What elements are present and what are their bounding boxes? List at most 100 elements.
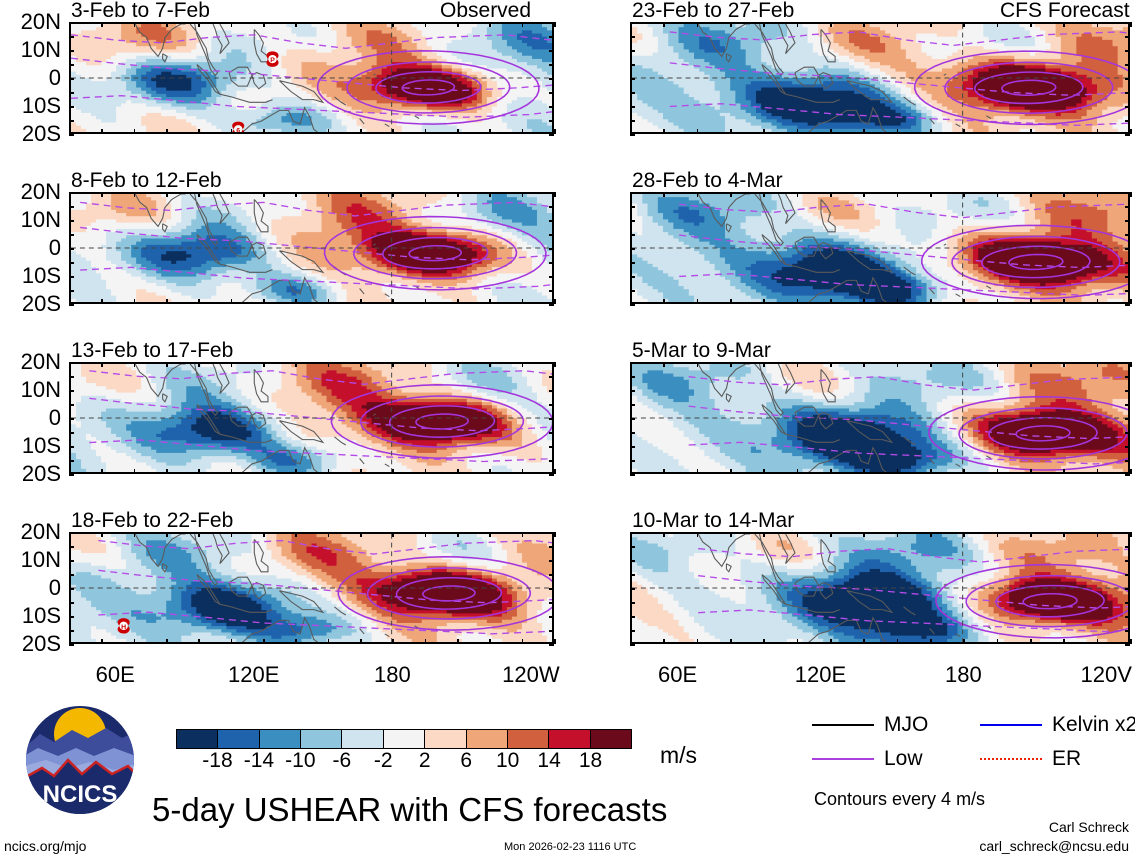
axis-tick <box>630 192 632 197</box>
axis-tick <box>963 532 965 537</box>
axis-tick <box>1125 474 1130 476</box>
axis-tick <box>101 469 103 474</box>
axis-tick <box>69 220 74 222</box>
axis-tick <box>1030 22 1032 27</box>
axis-tick <box>1125 460 1130 462</box>
axis-tick <box>327 129 330 134</box>
axis-tick <box>166 299 168 304</box>
map-panel: H <box>69 532 554 644</box>
axis-tick <box>796 299 799 304</box>
map-shading: P6 <box>71 24 552 132</box>
colorbar-tick-label: -14 <box>244 750 274 771</box>
axis-tick <box>963 192 965 197</box>
axis-tick <box>69 120 74 122</box>
map-panel <box>630 532 1130 644</box>
axis-tick <box>295 129 297 134</box>
axis-tick <box>630 290 635 292</box>
colorbar-swatch <box>383 730 426 748</box>
axis-tick <box>1125 376 1130 378</box>
axis-tick <box>549 390 554 392</box>
axis-tick <box>69 469 71 474</box>
axis-tick <box>763 469 765 474</box>
axis-tick <box>696 532 699 537</box>
axis-tick <box>1063 469 1065 474</box>
axis-tick <box>521 362 524 367</box>
map-shading <box>632 364 1128 472</box>
colorbar-swatch <box>507 730 550 748</box>
axis-tick <box>1125 362 1130 364</box>
axis-tick <box>963 299 965 304</box>
legend-line-swatch <box>812 758 874 760</box>
axis-tick <box>1096 299 1099 304</box>
axis-tick <box>295 532 297 537</box>
axis-tick <box>630 630 635 632</box>
axis-tick <box>549 574 554 576</box>
axis-tick <box>489 362 491 367</box>
colorbar-tick-label: 18 <box>579 750 602 771</box>
axis-tick <box>630 390 635 392</box>
axis-tick <box>549 376 554 378</box>
svg-text:6: 6 <box>236 127 240 132</box>
axis-tick <box>101 532 103 537</box>
axis-tick <box>1063 192 1065 197</box>
axis-tick <box>230 129 233 134</box>
y-axis-tick-label: 20S <box>0 463 61 485</box>
axis-tick <box>549 602 554 604</box>
axis-tick <box>1130 129 1132 134</box>
axis-tick <box>996 129 999 134</box>
axis-tick <box>360 639 362 644</box>
axis-tick <box>198 22 200 27</box>
axis-tick <box>198 192 200 197</box>
colorbar-tick-label: 14 <box>537 750 560 771</box>
axis-tick <box>896 532 899 537</box>
colorbar-swatch <box>590 730 631 748</box>
axis-tick <box>630 546 635 548</box>
y-axis-tick-label: 20S <box>0 123 61 145</box>
axis-tick <box>198 129 200 134</box>
axis-tick <box>630 22 635 24</box>
axis-tick <box>863 192 865 197</box>
axis-tick <box>69 574 74 576</box>
panel-title: 23-Feb to 27-Feb <box>632 0 794 21</box>
contour-legend: MJO Kelvin x2 Low ER <box>812 712 1135 776</box>
axis-tick <box>69 460 74 462</box>
axis-tick <box>896 362 899 367</box>
y-axis-tick-label: 10S <box>0 265 61 287</box>
axis-tick <box>327 469 330 474</box>
axis-tick <box>327 532 330 537</box>
column-kind-label: CFS Forecast <box>1000 0 1130 21</box>
axis-tick <box>457 532 459 537</box>
axis-tick <box>549 234 554 236</box>
contour-interval-note: Contours every 4 m/s <box>814 789 985 810</box>
axis-tick <box>763 639 765 644</box>
axis-tick <box>963 362 965 367</box>
colorbar-swatch <box>466 730 508 748</box>
axis-tick <box>69 644 74 646</box>
axis-tick <box>1125 92 1130 94</box>
axis-tick <box>424 299 427 304</box>
axis-tick <box>663 469 665 474</box>
axis-tick <box>996 532 999 537</box>
axis-tick <box>830 22 832 27</box>
axis-tick <box>69 206 74 208</box>
axis-tick <box>295 22 297 27</box>
axis-tick <box>101 639 103 644</box>
axis-tick <box>1030 129 1032 134</box>
axis-tick <box>554 192 556 197</box>
axis-tick <box>549 432 554 434</box>
axis-tick <box>457 22 459 27</box>
axis-tick <box>549 616 554 618</box>
axis-tick <box>69 532 74 534</box>
axis-tick <box>69 129 71 134</box>
axis-tick <box>360 532 362 537</box>
map-shading <box>632 534 1128 642</box>
axis-tick <box>133 129 136 134</box>
axis-tick <box>69 299 71 304</box>
axis-tick <box>230 22 233 27</box>
axis-tick <box>1130 22 1132 27</box>
axis-tick <box>457 192 459 197</box>
axis-tick <box>69 432 74 434</box>
colorbar-tick-label: -2 <box>374 750 393 771</box>
axis-tick <box>996 22 999 27</box>
panel-title: 8-Feb to 12-Feb <box>71 170 222 191</box>
